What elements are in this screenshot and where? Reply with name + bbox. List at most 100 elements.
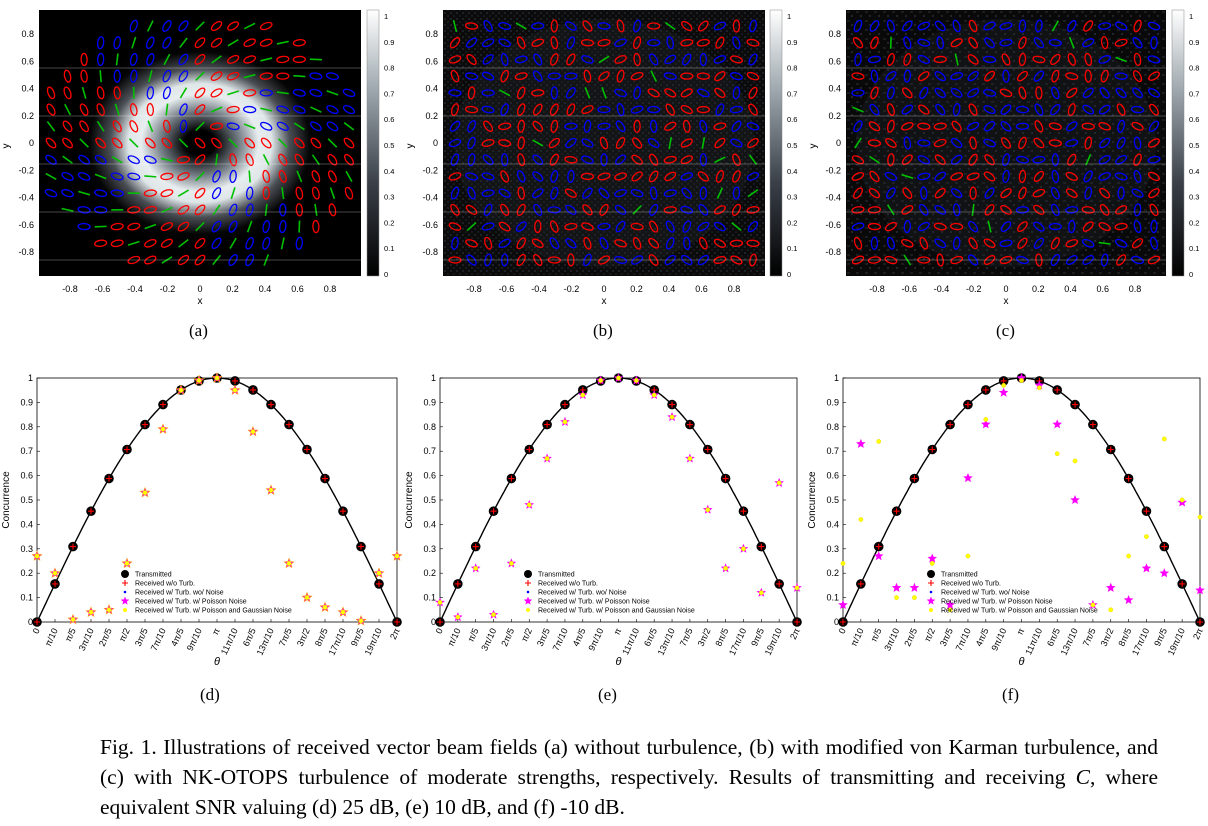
polarization-right-ellipse — [1081, 206, 1095, 214]
polarization-left-ellipse — [279, 219, 287, 234]
polarization-linear-mark — [81, 86, 87, 99]
y-tick-label: 0.2 — [20, 568, 33, 578]
legend-marker — [929, 590, 933, 594]
polarization-right-ellipse — [732, 170, 741, 183]
received-wo-turb-point — [840, 619, 846, 625]
polarization-right-ellipse — [63, 69, 72, 83]
received-poisson-gaussian-point — [983, 417, 989, 422]
polarization-left-ellipse — [917, 38, 931, 47]
x-tick-label: π/2 — [922, 627, 937, 644]
polarization-left-ellipse — [935, 103, 946, 116]
x-tick-label: 13π/10 — [255, 627, 276, 657]
received-poisson-point — [1123, 595, 1134, 605]
y-axis-label: y — [808, 144, 819, 149]
polarization-left-ellipse — [1066, 121, 1078, 132]
polarization-right-ellipse — [1048, 122, 1062, 131]
x-tick-label: π/5 — [466, 627, 481, 644]
y-tick-label: 0.9 — [826, 397, 839, 407]
polarization-right-ellipse — [599, 136, 609, 150]
legend-entry: Received w/o Turb. — [538, 581, 598, 588]
polarization-right-ellipse — [714, 71, 726, 82]
polarization-left-ellipse — [854, 52, 862, 67]
polarization-left-ellipse — [259, 89, 273, 97]
polarization-left-ellipse — [211, 220, 222, 233]
polarization-right-ellipse — [533, 103, 543, 116]
polarization-linear-mark — [195, 71, 205, 81]
polarization-left-ellipse — [481, 172, 495, 181]
received-poisson-gaussian-point — [340, 609, 346, 615]
series-4 — [840, 378, 1203, 613]
received-wo-turb-point — [160, 401, 166, 408]
polarization-left-ellipse — [113, 36, 122, 50]
polarization-left-ellipse — [342, 88, 356, 98]
plot-frame — [36, 377, 398, 623]
polarization-left-ellipse — [870, 69, 879, 83]
polarization-linear-mark — [127, 240, 140, 246]
polarization-right-ellipse — [901, 205, 914, 215]
received-poisson-gaussian-point — [455, 614, 461, 620]
polarization-left-ellipse — [449, 120, 461, 132]
x-tick-label: π — [1015, 627, 1027, 637]
polarization-right-ellipse — [276, 72, 290, 80]
polarization-left-ellipse — [483, 203, 493, 217]
x-tick-label: 7π/5 — [678, 627, 695, 648]
colorbar-tick-label: 0.1 — [1189, 244, 1199, 253]
polarization-left-ellipse — [1150, 219, 1158, 234]
received-wo-turb-point — [124, 446, 130, 453]
polarization-right-ellipse — [746, 239, 760, 247]
polarization-left-ellipse — [934, 20, 946, 32]
received-wo-turb-point — [358, 543, 364, 550]
legend-marker — [123, 590, 127, 594]
polarization-left-ellipse — [1133, 220, 1142, 234]
polarization-linear-mark — [195, 171, 205, 182]
polarization-left-ellipse — [1015, 122, 1030, 130]
received-wo-turb-point — [964, 401, 971, 408]
colorbar-tick-label: 0.3 — [787, 193, 797, 202]
polarization-right-ellipse — [160, 238, 173, 248]
polarization-left-ellipse — [565, 238, 577, 249]
plot-frame — [439, 377, 798, 623]
legend-marker — [121, 570, 129, 578]
x-tick-label: 8π/5 — [313, 627, 330, 648]
polarization-left-ellipse — [713, 55, 727, 64]
colorbar-tick-label: 0 — [384, 270, 388, 279]
polarization-right-ellipse — [194, 37, 206, 49]
polarization-right-ellipse — [1099, 187, 1111, 199]
polarization-right-ellipse — [160, 222, 174, 232]
y-tick-label: 0.5 — [423, 495, 436, 505]
received-poisson-gaussian-point — [322, 605, 328, 610]
polarization-right-ellipse — [903, 52, 912, 66]
x-axis-label: θ — [214, 656, 220, 668]
polarization-right-ellipse — [1133, 52, 1142, 67]
received-wo-turb-point — [286, 421, 292, 428]
received-poisson-gaussian-point — [1126, 553, 1131, 559]
polarization-left-ellipse — [1100, 253, 1109, 267]
polarization-right-ellipse — [969, 136, 977, 150]
x-tick-label: -0.2 — [160, 284, 176, 294]
colorbar — [769, 9, 783, 277]
series-4 — [34, 375, 400, 624]
polarization-right-ellipse — [664, 121, 677, 131]
panel-label-e: (e) — [598, 685, 617, 704]
field-panel-b: -0.8 -0.8 -0.6 -0.6 -0.4 -0.4 -0.2 -0.2 0 0 0.2 0.2… — [405, 9, 797, 307]
polarization-right-ellipse — [514, 72, 528, 81]
y-tick-label: 0.3 — [423, 544, 436, 554]
polarization-right-ellipse — [597, 38, 611, 47]
polarization-left-ellipse — [713, 221, 726, 232]
polarization-right-ellipse — [1033, 170, 1045, 183]
polarization-right-ellipse — [177, 254, 190, 266]
polarization-left-ellipse — [229, 169, 237, 184]
x-tick-label: 0.2 — [630, 284, 643, 294]
y-tick-label: -0.4 — [422, 193, 438, 203]
colorbar-tick-label: 1 — [384, 12, 388, 21]
polarization-left-ellipse — [597, 122, 611, 130]
x-tick-label: 0 — [601, 284, 606, 294]
polarization-left-ellipse — [1051, 86, 1060, 100]
polarization-right-ellipse — [1018, 52, 1027, 67]
received-poisson-point — [945, 599, 955, 609]
polarization-left-ellipse — [730, 72, 743, 81]
polarization-left-ellipse — [94, 189, 108, 197]
received-poisson-gaussian-point — [723, 565, 728, 571]
polarization-right-ellipse — [681, 20, 693, 32]
polarization-right-ellipse — [663, 155, 677, 164]
